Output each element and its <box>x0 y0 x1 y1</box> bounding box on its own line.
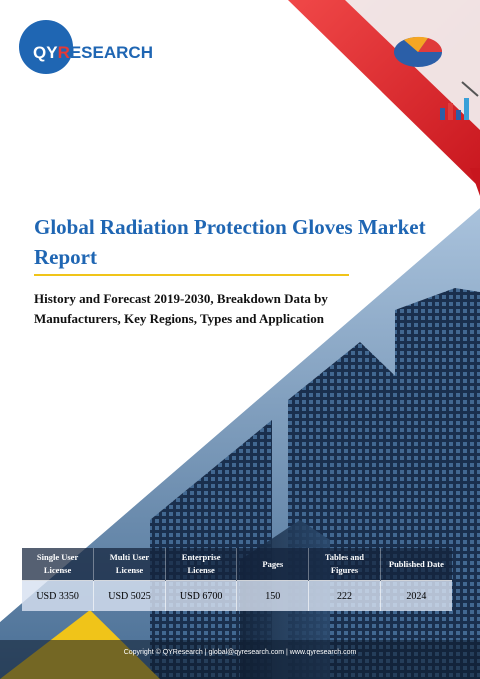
header-pages: Pages <box>236 548 310 581</box>
logo-text: QYRESEARCH <box>33 43 153 62</box>
multi-user-price: USD 5025 <box>93 580 166 611</box>
title-underline <box>34 274 349 276</box>
header-tables-and-figures: Tables and Figures <box>308 548 381 581</box>
license-table: Single User License Multi User License E… <box>22 548 452 611</box>
published-year: 2024 <box>380 580 452 611</box>
footer-bar <box>0 640 480 679</box>
single-user-price: USD 3350 <box>22 580 95 611</box>
header-enterprise-license: Enterprise License <box>165 548 238 581</box>
pages-count: 150 <box>236 580 310 611</box>
report-title: Global Radiation Protection Gloves Marke… <box>34 215 426 269</box>
white-diagonal-panel <box>0 0 480 622</box>
license-header-row: Single User License Multi User License E… <box>22 548 452 581</box>
enterprise-price: USD 6700 <box>165 580 238 611</box>
header-single-user-license: Single User License <box>22 548 95 581</box>
qyresearch-logo: QYRESEARCH <box>19 20 153 76</box>
header-multi-user-license: Multi User License <box>93 548 166 581</box>
tables-figures-count: 222 <box>308 580 381 611</box>
header-published-date: Published Date <box>380 548 452 581</box>
logo-globe-icon <box>19 20 73 74</box>
copyright-footer: Copyright © QYResearch | global@qyresear… <box>123 649 357 656</box>
license-value-row: USD 3350 USD 5025 USD 6700 150 222 2024 <box>22 580 452 611</box>
report-subtitle: History and Forecast 2019-2030, Breakdow… <box>34 291 328 326</box>
